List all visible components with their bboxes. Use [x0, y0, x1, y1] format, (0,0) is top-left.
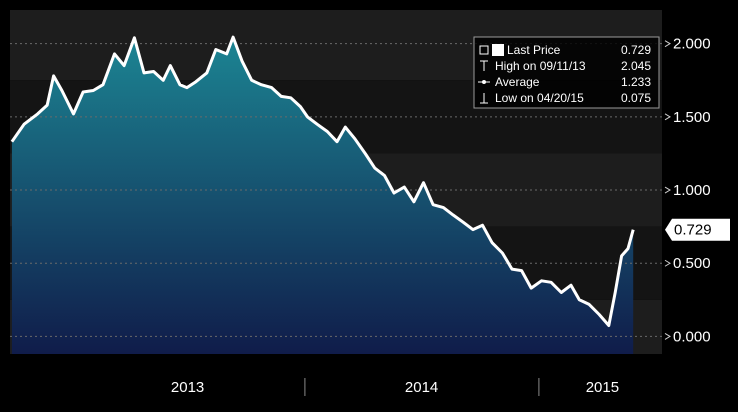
average-marker-icon	[478, 80, 490, 84]
last-value-box	[665, 218, 730, 241]
y-tick-label: 1.500	[673, 109, 711, 126]
legend-label: Low on 04/20/15	[495, 91, 584, 105]
last-value-text: 0.729	[674, 222, 712, 239]
price-area-fill	[11, 37, 634, 354]
square-icon	[479, 44, 504, 56]
y-tick-mark	[664, 113, 671, 121]
square-outline	[479, 45, 489, 55]
legend-value: 0.729	[621, 43, 651, 57]
legend-label: Average	[495, 75, 540, 89]
legend-label: Last Price	[507, 43, 561, 57]
high-marker-icon	[480, 60, 488, 71]
y-axis: 0.000 0.500 1.000 1.500 2.000	[664, 36, 711, 345]
x-year-label: 2015	[586, 379, 619, 396]
y-tick-mark	[664, 259, 671, 267]
y-tick-mark	[664, 333, 671, 340]
y-tick-label: 2.000	[673, 36, 711, 53]
legend-label: High on 09/11/13	[495, 59, 586, 73]
legend-box	[473, 36, 660, 109]
low-marker-icon	[480, 93, 488, 104]
series-swatch	[492, 44, 504, 56]
y-tick-label: 0.000	[673, 328, 711, 345]
legend-value: 0.075	[621, 91, 651, 105]
x-axis: 2013 2014 2015	[171, 378, 619, 396]
legend: Last Price 0.729 High on 09/11/13 2.045 Aver…	[473, 36, 660, 109]
y-tick-label: 1.000	[673, 182, 711, 199]
marker-dot	[482, 80, 486, 84]
price-line	[10, 35, 635, 327]
x-year-label: 2013	[171, 379, 204, 396]
x-year-label: 2014	[405, 379, 438, 396]
y-tick-mark	[664, 40, 671, 48]
y-tick-label: 0.500	[673, 255, 711, 272]
legend-value: 1.233	[621, 75, 651, 89]
last-value-tag: 0.729	[665, 218, 730, 241]
grid-lines	[10, 43, 662, 337]
y-tick-mark	[664, 186, 671, 194]
legend-value: 2.045	[621, 59, 651, 73]
